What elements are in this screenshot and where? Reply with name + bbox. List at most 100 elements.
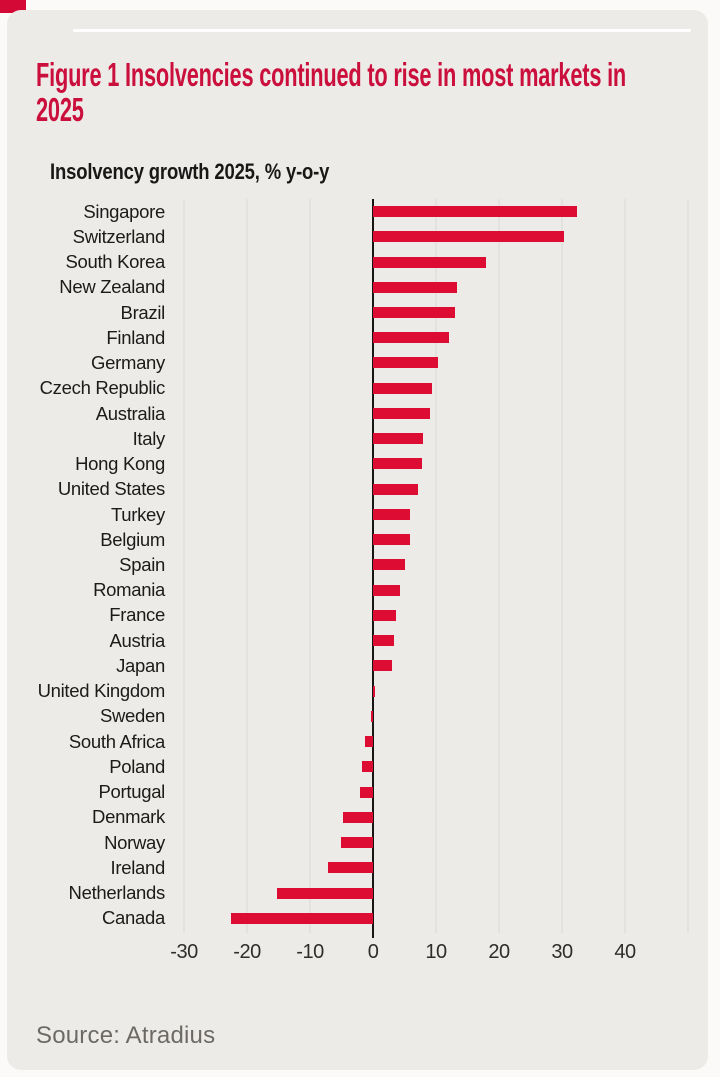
bar xyxy=(373,534,410,546)
country-label: Germany xyxy=(91,352,165,373)
country-label: Singapore xyxy=(83,200,165,222)
country-label: Sweden xyxy=(99,705,165,727)
x-tick-label: -10 xyxy=(296,941,324,963)
gridline-20 xyxy=(498,199,500,933)
country-label: South Korea xyxy=(65,251,165,273)
bar-row-finland: Finland xyxy=(0,325,720,350)
bar-row-switzerland: Switzerland xyxy=(0,224,720,249)
country-label: Italy xyxy=(132,427,166,449)
x-tick-label: 0 xyxy=(367,941,379,963)
bar xyxy=(373,382,432,394)
bar xyxy=(373,609,397,621)
bar-row-canada: Canada xyxy=(0,906,720,931)
country-label: Finland xyxy=(106,326,165,348)
bar-row-denmark: Denmark xyxy=(0,805,720,830)
bar xyxy=(342,811,373,823)
gridline-50 xyxy=(687,199,689,933)
country-label: Hong Kong xyxy=(75,453,165,474)
bar-row-poland: Poland xyxy=(0,754,720,779)
country-label: Czech Republic xyxy=(39,377,166,399)
bar-row-hong-kong: Hong Kong xyxy=(0,451,720,476)
country-label: Belgium xyxy=(100,528,165,550)
bar-row-france: France xyxy=(0,603,720,628)
country-label: Switzerland xyxy=(72,225,166,247)
country-label: Brazil xyxy=(120,301,166,323)
source-note: Source: Atradius xyxy=(36,1022,216,1049)
bar xyxy=(340,837,373,849)
bar-row-portugal: Portugal xyxy=(0,780,720,805)
bar xyxy=(327,862,373,874)
gridline-30 xyxy=(561,199,563,933)
x-tick-label: 40 xyxy=(614,941,636,963)
gridline--30 xyxy=(183,199,185,933)
page-corner-accent xyxy=(0,0,26,13)
zero-axis-line xyxy=(371,199,374,938)
bar xyxy=(277,887,373,899)
x-tick-label: 20 xyxy=(488,941,510,963)
x-tick-label: -30 xyxy=(170,941,198,963)
bar xyxy=(365,736,373,748)
bar xyxy=(373,407,430,419)
bar-row-italy: Italy xyxy=(0,426,720,451)
country-label: Netherlands xyxy=(68,882,166,904)
bar xyxy=(373,206,578,218)
bar-row-czech-republic: Czech Republic xyxy=(0,376,720,401)
bar xyxy=(373,584,401,596)
bar-row-south-africa: South Africa xyxy=(0,729,720,754)
bar-row-south-korea: South Korea xyxy=(0,250,720,275)
bar xyxy=(373,332,450,344)
bar xyxy=(373,483,418,495)
chart-title: Insolvency growth 2025, % y-o-y xyxy=(50,159,330,184)
gridline--20 xyxy=(246,199,248,933)
country-label: Ireland xyxy=(110,856,166,878)
country-label: Denmark xyxy=(92,806,165,828)
bar xyxy=(373,256,486,268)
bar-row-singapore: Singapore xyxy=(0,199,720,224)
bar xyxy=(373,231,564,243)
figure-title: Figure 1 Insolvencies continued to rise … xyxy=(36,56,627,128)
country-label: Poland xyxy=(109,755,165,777)
country-label: Japan xyxy=(116,654,165,676)
bar xyxy=(373,635,395,647)
gridline-10 xyxy=(435,199,437,933)
bar-row-netherlands: Netherlands xyxy=(0,881,720,906)
bar-row-norway: Norway xyxy=(0,830,720,855)
country-label: United Kingdom xyxy=(37,680,166,702)
bar xyxy=(373,559,405,571)
country-label: Spain xyxy=(119,554,165,575)
bar xyxy=(373,660,392,672)
bar-row-new-zealand: New Zealand xyxy=(0,275,720,300)
bar-row-romania: Romania xyxy=(0,578,720,603)
bar xyxy=(362,761,373,773)
bar-row-united-kingdom: United Kingdom xyxy=(0,679,720,704)
gridline-40 xyxy=(624,199,626,933)
bar-row-japan: Japan xyxy=(0,653,720,678)
bar-row-belgium: Belgium xyxy=(0,527,720,552)
country-label: New Zealand xyxy=(59,276,165,298)
bar xyxy=(373,685,375,697)
bar-row-austria: Austria xyxy=(0,628,720,653)
bar-row-ireland: Ireland xyxy=(0,855,720,880)
x-tick-label: 10 xyxy=(425,941,447,963)
country-label: Norway xyxy=(104,831,165,853)
country-label: Turkey xyxy=(110,503,165,525)
country-label: United States xyxy=(57,478,165,500)
country-label: Portugal xyxy=(98,781,165,803)
country-label: South Africa xyxy=(68,730,165,752)
gridline--10 xyxy=(309,199,311,933)
bar-row-brazil: Brazil xyxy=(0,300,720,325)
card-top-divider xyxy=(73,29,691,32)
bar-row-sweden: Sweden xyxy=(0,704,720,729)
bar-row-germany: Germany xyxy=(0,350,720,375)
bar xyxy=(373,357,438,369)
bar-row-spain: Spain xyxy=(0,552,720,577)
country-label: Canada xyxy=(101,907,165,929)
bar xyxy=(373,458,422,470)
bar-row-australia: Australia xyxy=(0,401,720,426)
bar xyxy=(230,912,373,924)
country-label: Austria xyxy=(109,629,166,651)
bar xyxy=(359,786,373,798)
bar xyxy=(373,281,458,293)
bar-row-turkey: Turkey xyxy=(0,502,720,527)
